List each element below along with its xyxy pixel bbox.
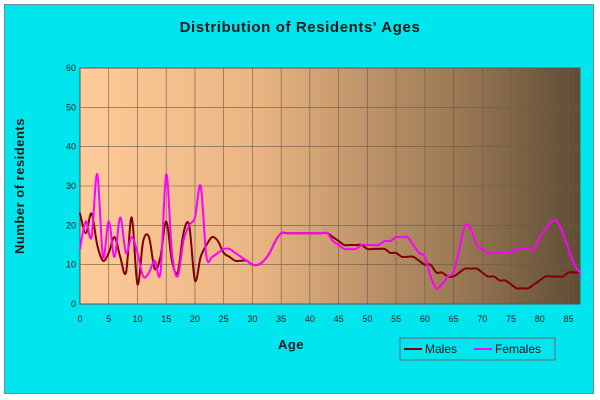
y-axis-label: Number of residents [12,118,27,254]
legend: Males Females [399,337,556,361]
y-tick-label: 30 [66,181,76,191]
x-tick-label: 25 [219,314,229,324]
x-tick-label: 50 [362,314,372,324]
legend-label-males: Males [425,342,457,356]
y-tick-label: 40 [66,142,76,152]
x-tick-label: 30 [247,314,257,324]
y-tick-label: 50 [66,102,76,112]
x-tick-label: 20 [190,314,200,324]
x-tick-label: 10 [132,314,142,324]
series-layer [79,173,581,290]
x-tick-label: 55 [391,314,401,324]
x-tick-label: 65 [449,314,459,324]
x-tick-label: 15 [161,314,171,324]
x-tick-label: 75 [506,314,516,324]
x-tick-label: 85 [563,314,573,324]
y-tick-label: 60 [66,63,76,73]
x-tick-label: 45 [334,314,344,324]
x-tick-label: 40 [305,314,315,324]
x-tick-label: 80 [535,314,545,324]
legend-label-females: Females [495,342,541,356]
gridlines [80,67,580,304]
x-tick-label: 60 [420,314,430,324]
y-tick-label: 10 [66,260,76,270]
series-line-females [79,173,581,290]
x-tick-label: 5 [106,314,111,324]
y-tick-label: 20 [66,220,76,230]
y-axis-ticks: 0 10 20 30 40 50 60 [66,63,76,309]
plot-area [79,67,581,305]
x-tick-label: 70 [477,314,487,324]
x-tick-label: 35 [276,314,286,324]
y-tick-label: 0 [71,299,76,309]
x-axis-ticks: 0 5 10 15 20 25 30 35 40 45 50 55 60 65 70 75 80 85 [77,314,573,324]
chart-title: Distribution of Residents' Ages [180,19,421,36]
x-tick-label: 0 [77,314,82,324]
x-axis-label: Age [278,337,304,352]
